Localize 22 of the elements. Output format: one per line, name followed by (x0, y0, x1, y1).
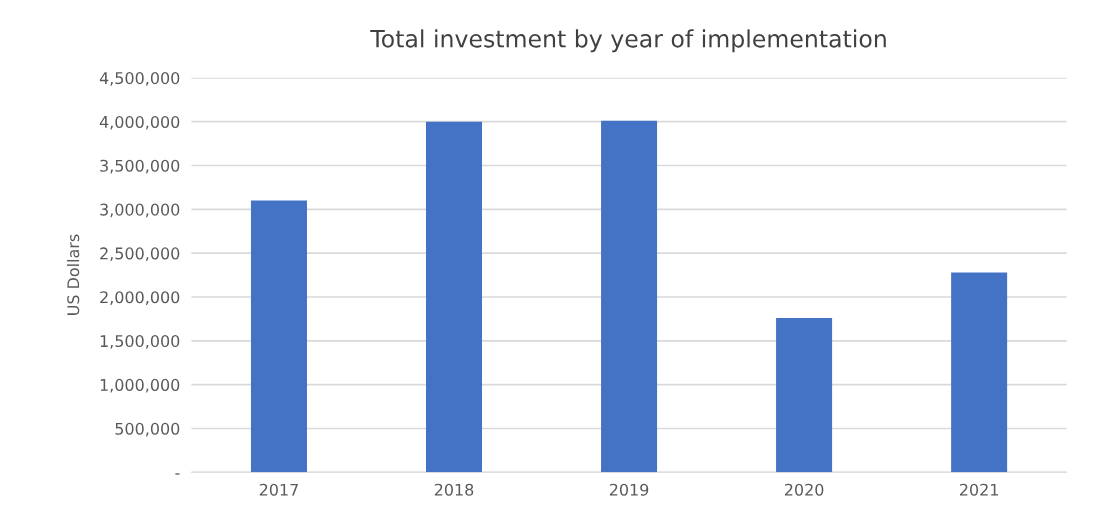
bar (776, 318, 833, 473)
x-tick-label: 2017 (259, 483, 298, 496)
y-tick-label: 1,000,000 (100, 378, 180, 393)
x-tick-label: 2021 (959, 483, 998, 496)
x-tick-label: 2019 (609, 483, 649, 496)
bar (426, 121, 483, 473)
y-tick-label: 2,000,000 (100, 291, 180, 305)
y-axis-title: US Dollars (66, 234, 80, 315)
x-tick-label: 2020 (784, 483, 824, 496)
y-tick-label: 4,000,000 (99, 115, 180, 130)
x-tick-label: 2018 (434, 483, 474, 496)
y-tick-label: 4,500,000 (99, 72, 180, 86)
bar (250, 200, 307, 473)
y-tick-label: 2,500,000 (100, 247, 180, 262)
y-tick-label: 500,000 (115, 422, 180, 437)
y-tick-label: 3,000,000 (100, 203, 180, 218)
y-tick-label: 1,500,000 (100, 335, 180, 349)
bar (951, 272, 1008, 473)
y-tick-label: - (175, 473, 180, 475)
chart-title: Total investment by year of implementation (370, 29, 886, 53)
bar (601, 120, 658, 473)
y-tick-label: 3,500,000 (100, 159, 180, 174)
